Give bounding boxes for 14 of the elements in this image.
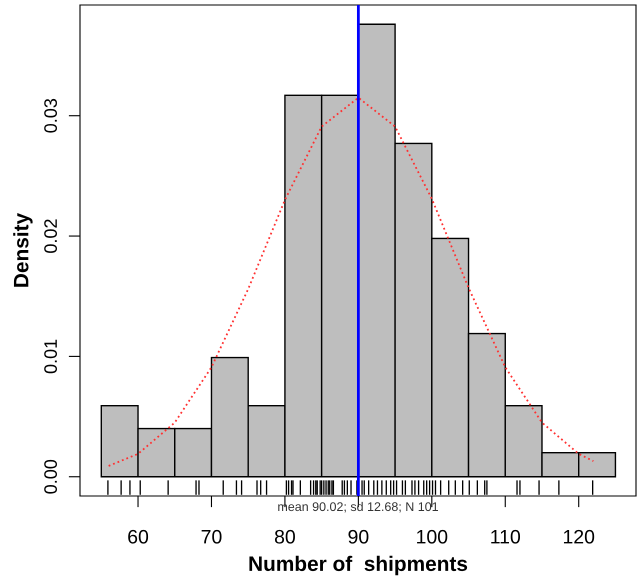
y-tick-label: 0.02 <box>44 219 57 253</box>
y-axis-title: Density <box>13 212 33 287</box>
x-tick-label: 70 <box>202 530 222 544</box>
x-tick-label: 80 <box>274 530 295 544</box>
x-tick-label: 120 <box>564 530 594 544</box>
y-tick-label: 0.03 <box>44 98 57 133</box>
x-tick-label: 90 <box>348 530 368 544</box>
y-tick-label: 0.00 <box>44 460 57 494</box>
x-tick-label: 100 <box>417 530 448 544</box>
y-tick-label: 0.01 <box>44 340 57 374</box>
x-tick-label: 110 <box>491 530 520 544</box>
text: mean 90.02; sd 12.68; N 101 <box>278 502 438 513</box>
x-axis-title: Number of shipments <box>249 556 468 576</box>
x-tick-label: 60 <box>128 530 148 544</box>
